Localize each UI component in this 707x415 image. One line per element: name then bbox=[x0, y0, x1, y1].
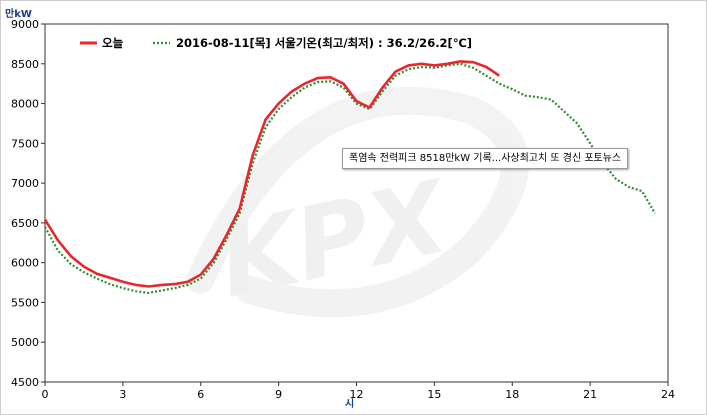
x-unit-label: 시 bbox=[345, 398, 354, 410]
y-tick-label: 4500 bbox=[11, 376, 39, 389]
x-tick-label: 15 bbox=[427, 388, 441, 401]
news-tooltip[interactable]: 폭염속 전력피크 8518만kW 기록...사상최고치 또 경신 포토뉴스 bbox=[342, 148, 629, 169]
series-layer bbox=[43, 60, 656, 294]
y-tick-label: 8000 bbox=[11, 98, 39, 111]
legend-label-today: 오늘 bbox=[102, 36, 124, 50]
kpx-watermark: KPX bbox=[186, 86, 529, 320]
x-tick-label: 24 bbox=[661, 388, 675, 401]
y-tick-label: 5000 bbox=[11, 336, 39, 349]
series-line-date bbox=[44, 62, 656, 294]
y-tick-label: 6500 bbox=[11, 217, 39, 230]
x-tick-label: 6 bbox=[197, 388, 204, 401]
x-axis: 0 3 6 9 12 15 18 21 24 bbox=[42, 382, 675, 401]
x-tick-label: 18 bbox=[505, 388, 519, 401]
x-tick-label: 21 bbox=[583, 388, 597, 401]
y-tick-label: 7000 bbox=[11, 177, 39, 190]
legend: 오늘 2016-08-11[목] 서울기온(최고/최저) : 36.2/26.2… bbox=[80, 36, 472, 50]
x-tick-label: 3 bbox=[119, 388, 126, 401]
y-tick-label: 6000 bbox=[11, 257, 39, 270]
y-unit-label: 만kW bbox=[5, 7, 32, 20]
x-tick-label: 0 bbox=[42, 388, 49, 401]
y-tick-label: 9000 bbox=[11, 18, 39, 31]
y-tick-label: 8500 bbox=[11, 58, 39, 71]
y-axis: 4500 5000 5500 6000 6500 7000 7500 8000 8500 9000 bbox=[11, 18, 45, 389]
x-tick-label: 12 bbox=[350, 388, 364, 401]
y-tick-label: 5500 bbox=[11, 296, 39, 309]
legend-label-date-temp: 2016-08-11[목] 서울기온(최고/최저) : 36.2/26.2[℃] bbox=[176, 36, 472, 50]
series-line-today bbox=[43, 60, 501, 288]
y-tick-label: 7500 bbox=[11, 137, 39, 150]
x-tick-label: 9 bbox=[275, 388, 282, 401]
